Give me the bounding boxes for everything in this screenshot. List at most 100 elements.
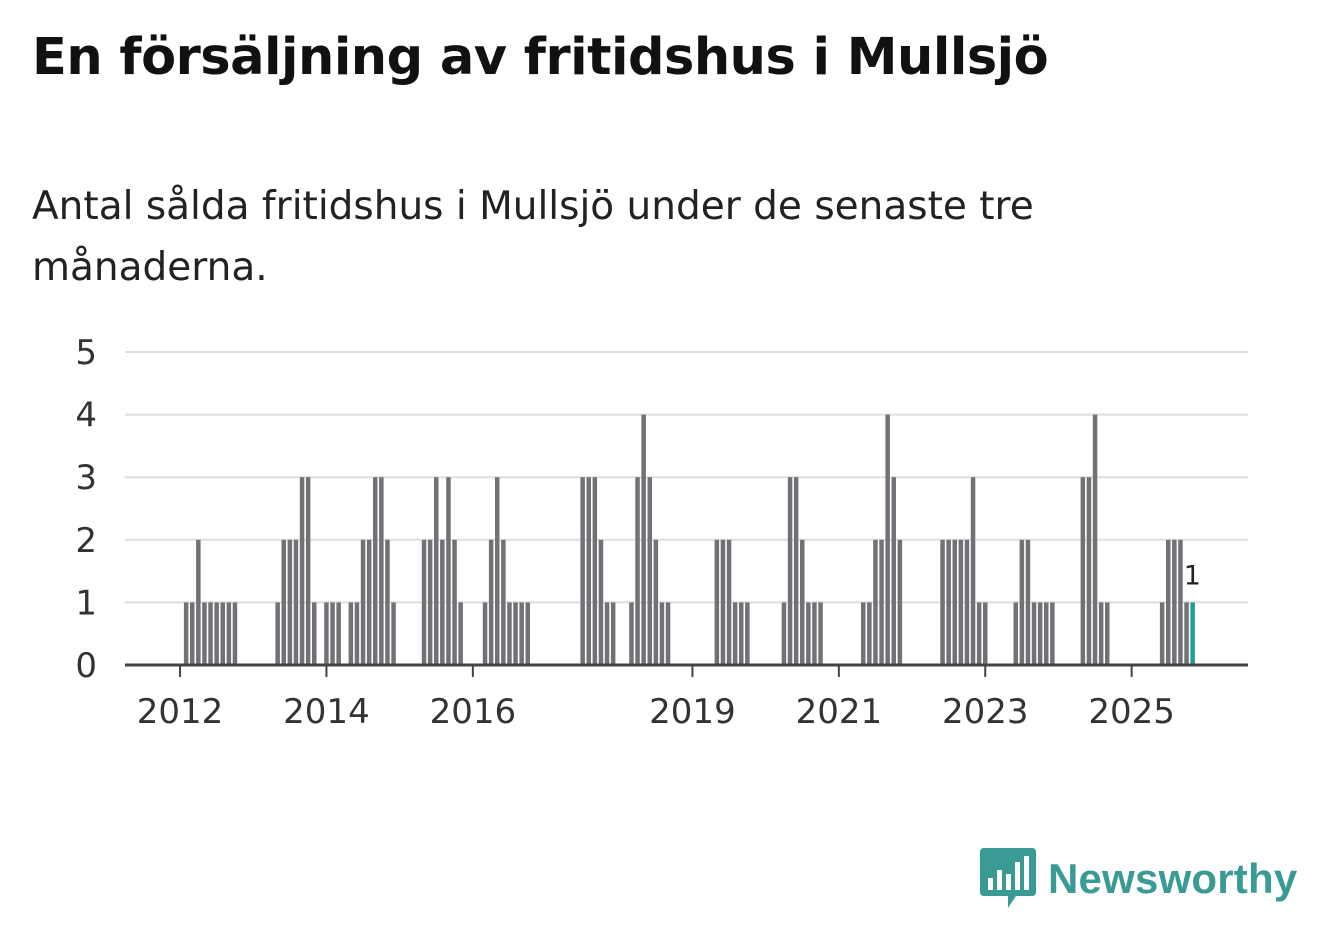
x-tick-label: 2021 [796,692,883,732]
bar [818,602,823,665]
bar [976,602,982,665]
bar [519,602,524,665]
x-tick-label: 2014 [283,692,370,732]
bar [983,602,988,665]
bar [208,602,213,665]
bar [525,602,530,665]
y-tick-label: 1 [75,583,97,623]
bar [873,539,878,665]
bar [354,602,360,665]
bar [885,414,890,665]
bar [1025,539,1031,665]
bar [580,477,585,665]
bar [232,602,238,665]
bar-chart: 0 1 2 3 4 5 2012 2014 2016 2019 2021 2023 2025 1 [75,333,1248,732]
bar [446,477,451,665]
highlight-value-label: 1 [1184,560,1201,591]
bar [1098,602,1104,665]
bar [226,602,232,665]
x-tick-label: 2023 [942,692,1029,732]
x-axis-labels: 2012 2014 2016 2019 2021 2023 2025 [137,665,1175,732]
bars [183,414,1195,665]
bar [1172,539,1177,665]
bar [287,539,293,665]
bar [1178,539,1183,665]
bar [452,539,457,665]
x-tick-label: 2025 [1088,692,1175,732]
chart-subtitle: Antal sålda fritidshus i Mullsjö under d… [32,184,1034,290]
bar [1092,414,1098,665]
bar [897,539,903,665]
bar [1013,602,1018,665]
y-tick-label: 5 [75,333,97,373]
bar [183,602,189,665]
bar [434,477,439,665]
bar [305,477,311,665]
bar [1080,477,1086,665]
bar [190,602,195,665]
bar [507,602,512,665]
bar [781,602,787,665]
bar [659,602,665,665]
bar [739,602,744,665]
bar [946,539,951,665]
bar-highlight [1190,602,1195,665]
bar [793,477,799,665]
bar [1184,602,1189,665]
bar [726,539,732,665]
bar [379,477,384,665]
bar [964,539,970,665]
bar [281,539,286,665]
bar [214,602,219,665]
bar [604,602,610,665]
y-tick-label: 4 [75,396,97,436]
bar [275,602,280,665]
bar [720,539,726,665]
bar [610,602,616,665]
bar [732,602,738,665]
bar [867,602,872,665]
bar [958,539,964,665]
x-tick-label: 2016 [430,692,517,732]
bar [293,539,299,665]
bar [220,602,225,665]
bar [348,602,354,665]
annotations: 1 [1181,558,1203,594]
bar [360,539,366,665]
bar [202,602,207,665]
bar [1159,602,1165,665]
bar [745,602,750,665]
bar [635,477,640,665]
bar [647,477,652,665]
bar [598,539,604,665]
bar [196,539,201,665]
bar [324,602,329,665]
bar [1037,602,1043,665]
bar [812,602,817,665]
y-tick-label: 0 [75,646,97,686]
bar [385,539,390,665]
bar [391,602,396,665]
bar [330,602,335,665]
bar [488,539,494,665]
bar [629,602,634,665]
chart-title: En försäljning av fritidshus i Mullsjö [32,28,1049,87]
y-tick-label: 2 [75,521,97,561]
bar [592,477,598,665]
bar [800,539,805,665]
bar [366,539,372,665]
bar [299,477,305,665]
bar [482,602,488,665]
bar [970,477,976,665]
bar [586,477,591,665]
bar [501,539,506,665]
bar [440,539,445,665]
bar [458,602,463,665]
bar [1044,602,1049,665]
bar [891,477,896,665]
bar [1105,602,1110,665]
bar [1019,539,1025,665]
newsworthy-logo[interactable]: Newsworthy [980,848,1297,910]
bar [653,539,659,665]
y-axis-labels: 0 1 2 3 4 5 [75,333,97,686]
